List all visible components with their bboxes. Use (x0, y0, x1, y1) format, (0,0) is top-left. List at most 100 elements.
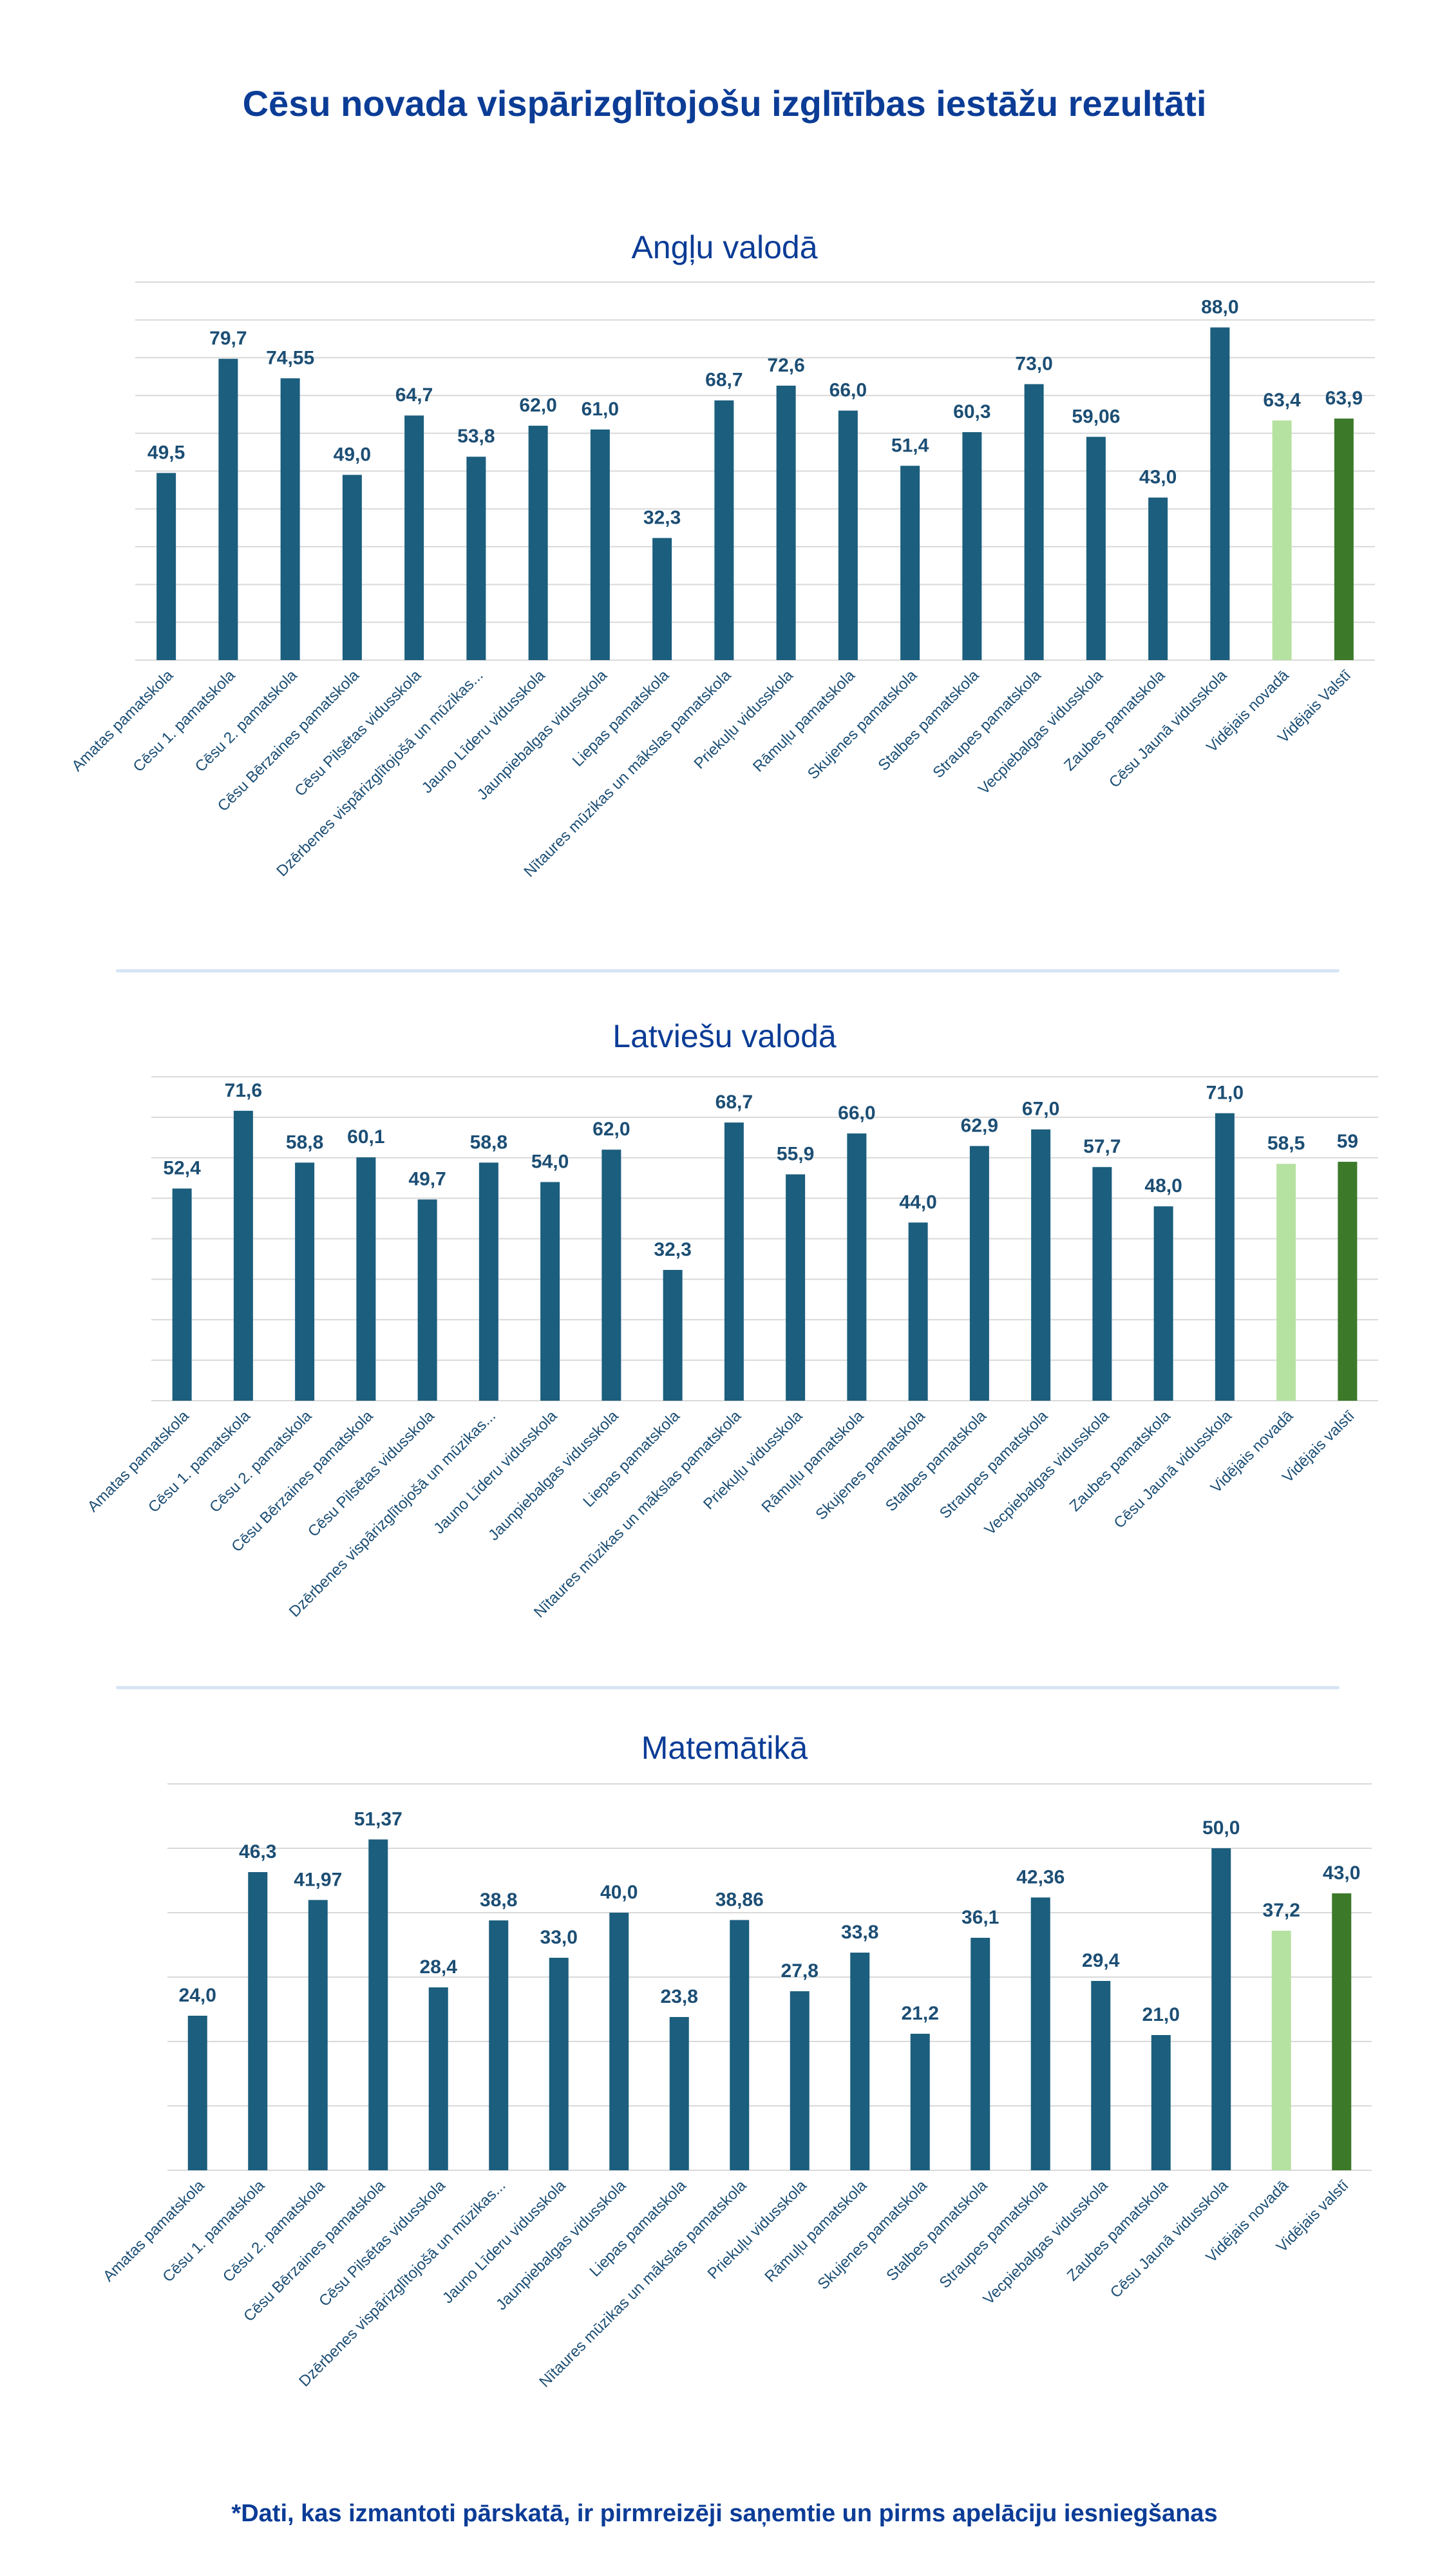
bar (1086, 437, 1106, 660)
value-label: 21,2 (902, 2003, 939, 2024)
category-label: Cēsu 2. pamatskola (220, 2177, 329, 2286)
bar (900, 466, 920, 660)
bar (908, 1222, 928, 1401)
value-label: 71,6 (225, 1080, 262, 1101)
value-label: 52,4 (163, 1158, 201, 1179)
value-label: 38,86 (715, 1889, 764, 1910)
value-label: 42,36 (1016, 1866, 1065, 1888)
value-label: 29,4 (1082, 1950, 1120, 1971)
bar (1334, 418, 1354, 660)
value-label: 58,8 (286, 1132, 323, 1153)
category-label: Priekuļu vidusskola (705, 2177, 811, 2283)
value-label: 33,0 (540, 1927, 578, 1948)
value-label: 50,0 (1202, 1817, 1240, 1839)
value-label: 71,0 (1206, 1083, 1244, 1104)
bar (1211, 1848, 1231, 2170)
bar (786, 1174, 806, 1401)
value-label: 68,7 (715, 1092, 753, 1113)
bar (428, 1987, 448, 2170)
category-label: Jauno Līderu vidusskola (439, 2177, 570, 2307)
category-label: Cēsu 1. pamatskola (159, 2177, 269, 2286)
bar (342, 475, 362, 660)
value-label: 27,8 (781, 1960, 819, 1982)
bar (850, 1953, 870, 2170)
category-label: Nītaures mūzikas un mākslas pamatskola (536, 2177, 750, 2391)
category-label: Stalbes pamatskola (883, 2177, 991, 2285)
value-label: 49,5 (147, 442, 185, 463)
value-label: 53,8 (457, 426, 495, 447)
bar (404, 415, 424, 660)
bar (156, 473, 176, 660)
value-label: 66,0 (838, 1103, 875, 1124)
bar (1091, 1981, 1111, 2170)
footnote: *Dati, kas izmantoti pārskatā, ir pirmre… (231, 2500, 1218, 2527)
value-label: 32,3 (643, 507, 681, 528)
bar (730, 1920, 750, 2170)
value-label: 49,7 (408, 1169, 446, 1190)
category-label: Dzērbenes vispārizglītojošā un mūzikas..… (296, 2177, 509, 2390)
value-label: 72,6 (767, 355, 804, 376)
bar (609, 1913, 629, 2170)
bar (1210, 327, 1230, 660)
value-label: 58,5 (1267, 1133, 1305, 1154)
bar (714, 400, 734, 660)
value-label: 79,7 (209, 328, 247, 349)
value-label: 63,9 (1325, 388, 1363, 409)
value-label: 23,8 (661, 1986, 698, 2007)
bar (172, 1188, 192, 1401)
value-label: 36,1 (961, 1907, 999, 1928)
bar (1030, 1897, 1050, 2170)
value-label: 41,97 (294, 1869, 342, 1890)
bar (1148, 497, 1168, 660)
bar (776, 385, 796, 660)
value-label: 66,0 (829, 380, 867, 401)
value-label: 32,3 (654, 1239, 691, 1260)
bar (187, 2016, 207, 2170)
value-label: 24,0 (179, 1985, 216, 2006)
bar (368, 1839, 388, 2170)
bar (356, 1157, 376, 1401)
bar (1332, 1893, 1352, 2170)
bar (466, 457, 486, 660)
bar (669, 2017, 689, 2170)
page-title: Cēsu novada vispārizglītojošu izglītības… (242, 83, 1207, 124)
bar (1338, 1162, 1358, 1401)
bar (1151, 2035, 1171, 2170)
value-label: 48,0 (1144, 1175, 1182, 1197)
bar (1271, 1931, 1291, 2170)
value-label: 33,8 (841, 1922, 878, 1943)
value-label: 28,4 (420, 1956, 458, 1978)
value-label: 40,0 (600, 1882, 638, 1903)
value-label: 43,0 (1139, 467, 1177, 488)
value-label: 59,06 (1072, 406, 1120, 427)
category-label: Vecpiebalgas vidusskola (980, 2177, 1111, 2308)
bar (489, 1920, 509, 2170)
bar (1215, 1113, 1235, 1401)
bar (1272, 420, 1292, 660)
value-label: 46,3 (239, 1841, 276, 1862)
bar (962, 432, 982, 660)
bar (549, 1958, 569, 2170)
value-label: 61,0 (582, 399, 619, 420)
category-label: Cēsu Jaunā vidusskola (1107, 2177, 1232, 2302)
section-divider (116, 1686, 1340, 1689)
gridlines (151, 1076, 1378, 1401)
value-label: 49,0 (334, 444, 371, 465)
bar (663, 1269, 683, 1401)
bar (847, 1133, 867, 1401)
bar (1092, 1167, 1112, 1401)
value-label: 51,4 (891, 435, 929, 456)
value-label: 54,0 (531, 1151, 569, 1172)
bar (280, 378, 300, 660)
value-label: 57,7 (1083, 1136, 1121, 1157)
chart-title-latvian: Latviešu valodā (612, 1018, 837, 1054)
bar (838, 410, 858, 660)
value-label: 68,7 (705, 370, 743, 391)
bar (295, 1162, 315, 1401)
value-label: 62,9 (961, 1115, 998, 1137)
value-label: 37,2 (1263, 1900, 1300, 1921)
gridlines (167, 1783, 1372, 2171)
bar (971, 1938, 990, 2170)
value-label: 60,1 (347, 1126, 384, 1148)
